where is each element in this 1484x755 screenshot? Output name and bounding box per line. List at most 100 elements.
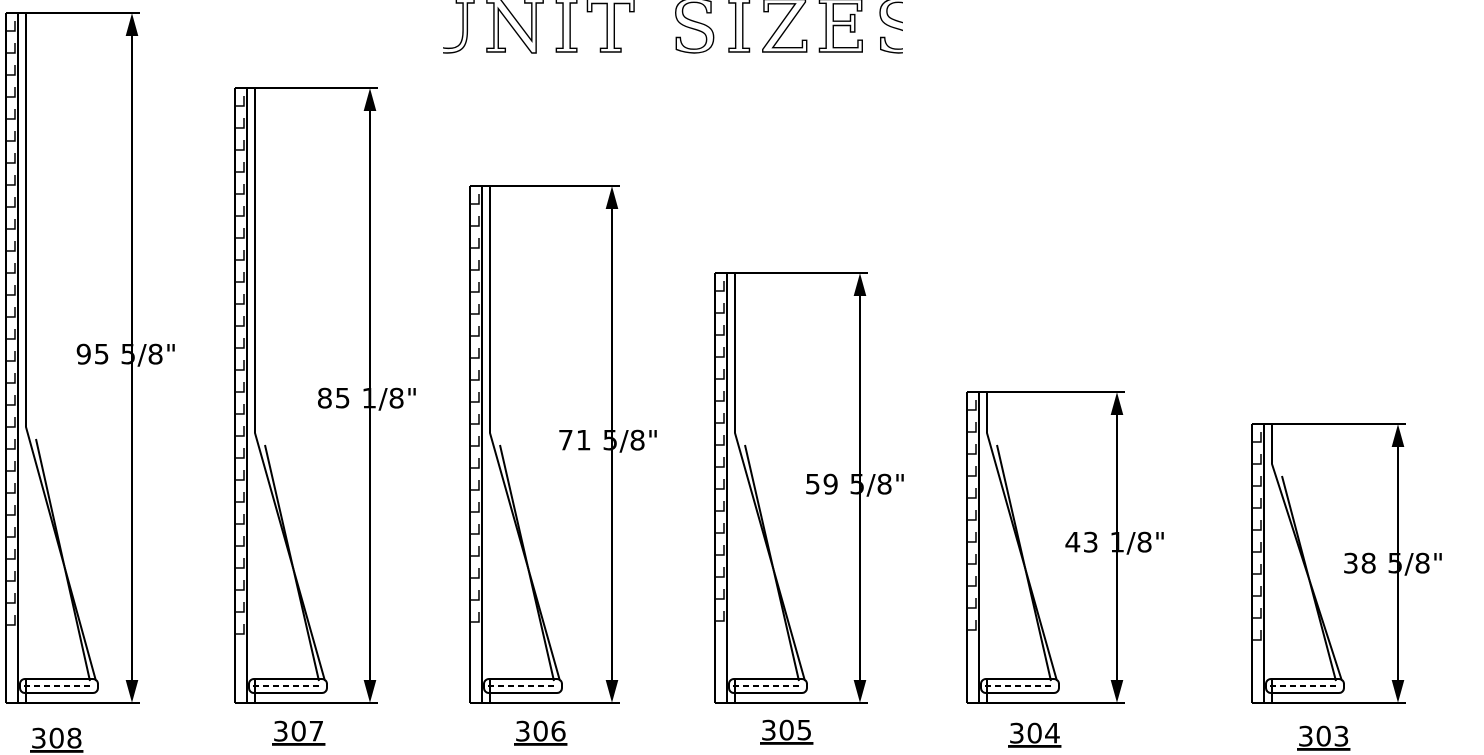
- shelf-slot: [470, 590, 480, 601]
- base-kick-plate: [483, 678, 563, 694]
- base-kick-plate: [248, 678, 328, 694]
- shelf-slot: [6, 439, 16, 450]
- diagram-title-text: UNIT SIZES: [443, 0, 903, 66]
- shelf-slot: [235, 404, 245, 415]
- shelf-slot: [235, 338, 245, 349]
- shelf-slot: [235, 492, 245, 503]
- shelf-slot: [6, 395, 16, 406]
- shelf-slot: [715, 281, 725, 292]
- model-label: 307: [272, 715, 325, 748]
- shelf-slot: [470, 458, 480, 469]
- dimension-arrow-top: [853, 273, 867, 296]
- shelf-slot: [235, 206, 245, 217]
- dimension-arrow-bottom: [605, 680, 619, 703]
- dimension-arrow-top: [605, 186, 619, 209]
- shelf-slot: [967, 554, 977, 565]
- shelf-slot: [235, 250, 245, 261]
- shelf-slot: [470, 238, 480, 249]
- shelf-slot: [470, 502, 480, 513]
- shelf-slot: [967, 488, 977, 499]
- unit-307: [234, 87, 378, 704]
- base-kick-plate: [1265, 678, 1345, 694]
- shelf-slot: [470, 370, 480, 381]
- model-label: 304: [1008, 717, 1061, 750]
- model-label: 308: [30, 722, 83, 755]
- shelf-slot: [6, 263, 16, 274]
- shelf-slot: [235, 118, 245, 129]
- side-panel-edge: [489, 186, 561, 682]
- shelf-slot: [6, 571, 16, 582]
- base-kick-plate: [19, 678, 99, 694]
- shelf-slot: [1252, 564, 1262, 575]
- shelf-slot: [470, 524, 480, 535]
- base-kick-plate: [728, 678, 808, 694]
- shelf-slot: [6, 219, 16, 230]
- shelf-slot: [6, 527, 16, 538]
- shelf-slot: [1252, 520, 1262, 531]
- shelf-slot: [1252, 454, 1262, 465]
- shelf-slot: [6, 417, 16, 428]
- shelf-slot: [6, 461, 16, 472]
- shelf-slot: [470, 414, 480, 425]
- dimension-arrow-bottom: [1391, 680, 1405, 703]
- shelf-slot: [6, 351, 16, 362]
- shelf-slot: [967, 598, 977, 609]
- shelf-slot: [235, 470, 245, 481]
- shelf-slot: [235, 294, 245, 305]
- unit-308: [5, 12, 140, 704]
- dimension-arrow-top: [1110, 392, 1124, 415]
- shelf-slot: [235, 162, 245, 173]
- side-panel-inner-edge: [499, 444, 555, 682]
- side-panel-inner-edge: [1281, 475, 1337, 682]
- side-panel-edge: [986, 392, 1058, 682]
- shelf-slot: [967, 422, 977, 433]
- shelf-slot: [470, 282, 480, 293]
- shelf-slot: [6, 549, 16, 560]
- shelf-slot: [470, 546, 480, 557]
- shelf-slot: [715, 325, 725, 336]
- shelf-slot: [6, 373, 16, 384]
- shelf-slot: [715, 435, 725, 446]
- shelf-slot: [6, 505, 16, 516]
- shelf-slot: [715, 567, 725, 578]
- shelf-slot: [6, 329, 16, 340]
- shelf-slot: [715, 347, 725, 358]
- shelf-slot: [715, 369, 725, 380]
- unit-305: [714, 272, 868, 704]
- dimension-arrow-bottom: [853, 680, 867, 703]
- shelf-slot: [1252, 608, 1262, 619]
- shelf-slot: [967, 400, 977, 411]
- shelf-slot: [235, 96, 245, 107]
- shelf-slot: [715, 589, 725, 600]
- shelf-slot: [967, 444, 977, 455]
- shelf-slot: [6, 21, 16, 32]
- shelf-slot: [235, 382, 245, 393]
- shelf-slot: [235, 272, 245, 283]
- shelf-slot: [967, 576, 977, 587]
- shelf-slot: [470, 260, 480, 271]
- shelf-slot: [1252, 542, 1262, 553]
- unit-304: [966, 391, 1125, 704]
- side-panel-edge: [254, 88, 326, 682]
- shelf-slot: [967, 466, 977, 477]
- shelf-slot: [235, 558, 245, 569]
- shelf-slot: [470, 216, 480, 227]
- shelf-slot: [6, 87, 16, 98]
- height-label: 95 5/8": [75, 338, 177, 371]
- dimension-arrow-bottom: [1110, 680, 1124, 703]
- shelf-slot: [967, 620, 977, 631]
- unit-306: [469, 185, 620, 704]
- model-label: 303: [1297, 720, 1350, 753]
- shelf-slot: [1252, 498, 1262, 509]
- shelf-slot: [6, 131, 16, 142]
- shelf-slot: [235, 536, 245, 547]
- shelf-slot: [235, 602, 245, 613]
- shelf-slot: [235, 580, 245, 591]
- shelf-slot: [235, 228, 245, 239]
- shelf-slot: [470, 392, 480, 403]
- shelf-slot: [715, 479, 725, 490]
- height-label: 38 5/8": [1342, 547, 1444, 580]
- unit-303: [1251, 423, 1406, 704]
- shelf-slot: [715, 523, 725, 534]
